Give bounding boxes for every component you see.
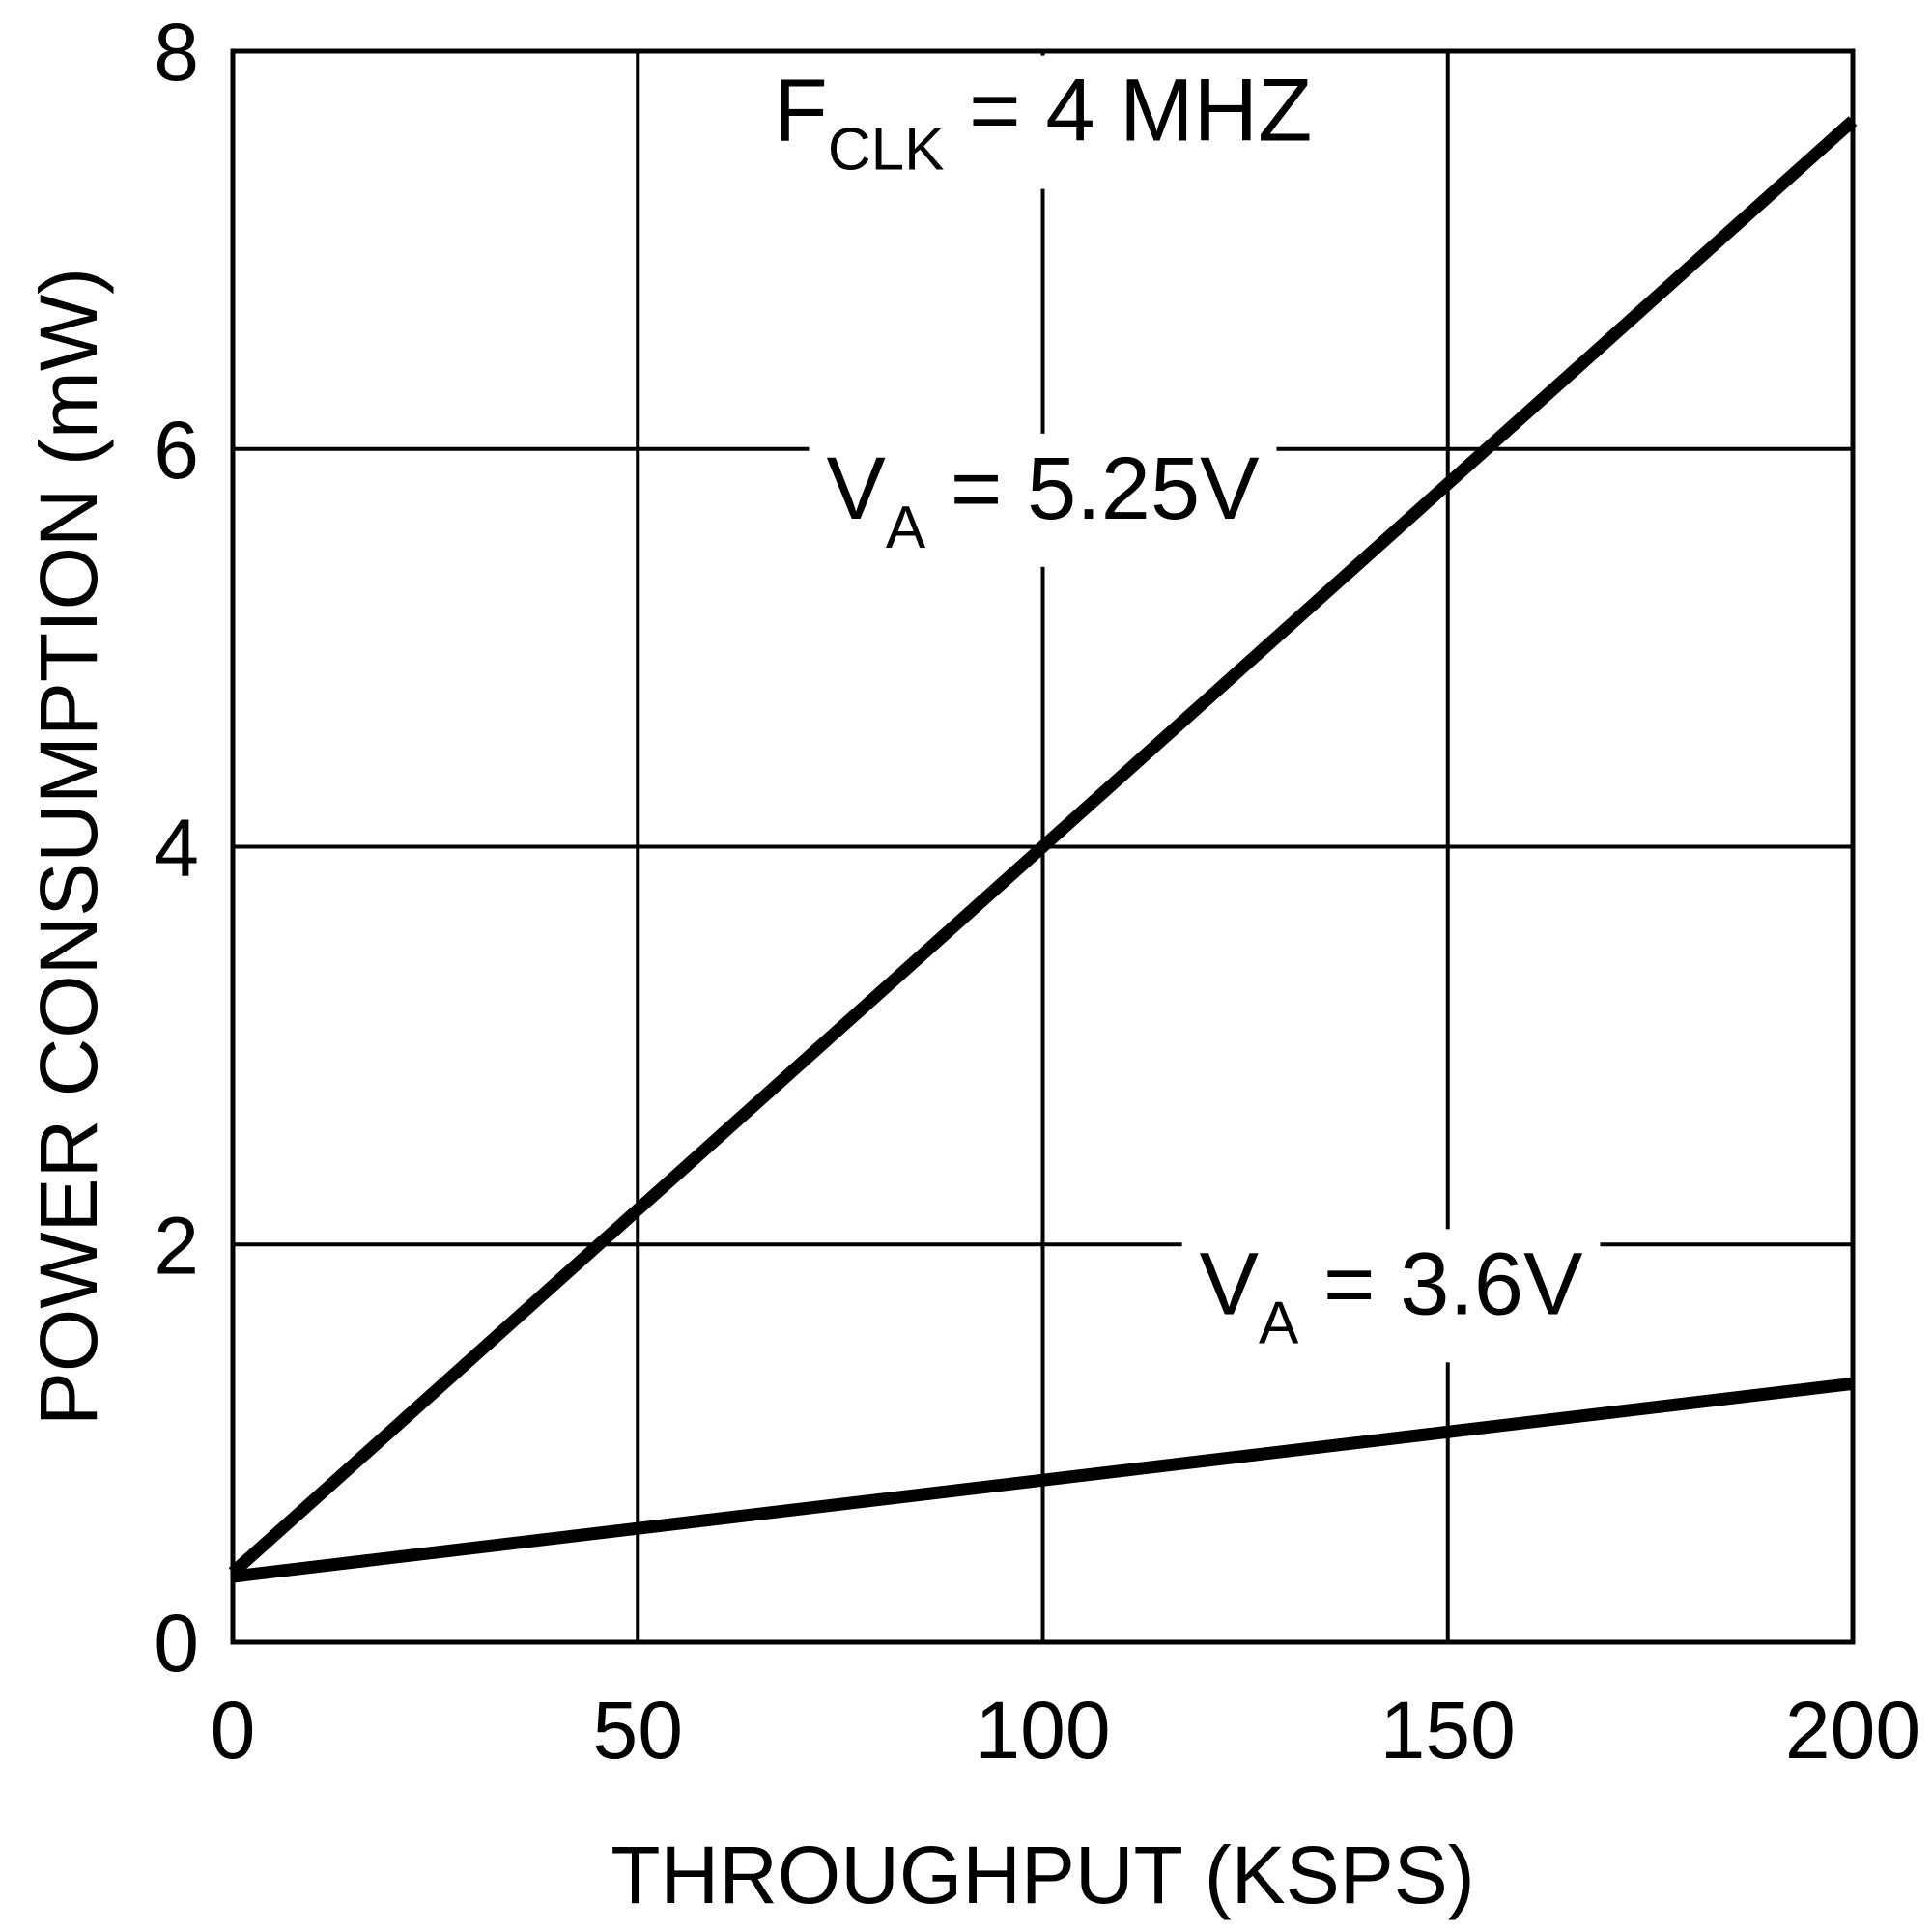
x-axis-label: THROUGHPUT (KSPS): [611, 1830, 1475, 1920]
series-lines: [228, 116, 1858, 1583]
y-tick-label-6: 6: [154, 405, 199, 496]
y-tick-label-0: 0: [154, 1598, 199, 1689]
y-tick-label-2: 2: [154, 1200, 199, 1291]
x-tick-label-150: 150: [1380, 1685, 1516, 1776]
x-tick-label-50: 50: [593, 1685, 683, 1776]
tick-labels: 0 50 100 150 200 0 2 4 6 8: [154, 7, 1920, 1776]
x-tick-label-0: 0: [211, 1685, 256, 1776]
y-tick-label-4: 4: [154, 803, 199, 894]
annotation-text: VA = 3.6V: [1200, 1235, 1583, 1356]
annotation-3: VA = 3.6V: [1181, 1229, 1601, 1363]
annotation-bg: [809, 433, 1277, 567]
x-tick-label-200: 200: [1785, 1685, 1920, 1776]
annotations: FCLK = 4 MHZ VA = 5.25V VA = 3.6V: [755, 55, 1601, 1363]
series-line-1: [228, 116, 1858, 1577]
annotation-bg: [755, 55, 1330, 189]
annotation-bg: [1181, 1229, 1601, 1363]
annotation-2: VA = 5.25V: [809, 433, 1277, 567]
annotation-text: FCLK = 4 MHZ: [774, 62, 1313, 184]
annotation-1: FCLK = 4 MHZ: [755, 55, 1330, 189]
plot-frame: [230, 48, 1856, 1645]
x-tick-label-100: 100: [975, 1685, 1110, 1776]
series-line-2: [232, 1377, 1854, 1583]
annotation-text: VA = 5.25V: [826, 440, 1259, 561]
y-tick-label-8: 8: [154, 7, 199, 98]
y-axis-label: POWER CONSUMPTION (mW): [23, 268, 114, 1426]
